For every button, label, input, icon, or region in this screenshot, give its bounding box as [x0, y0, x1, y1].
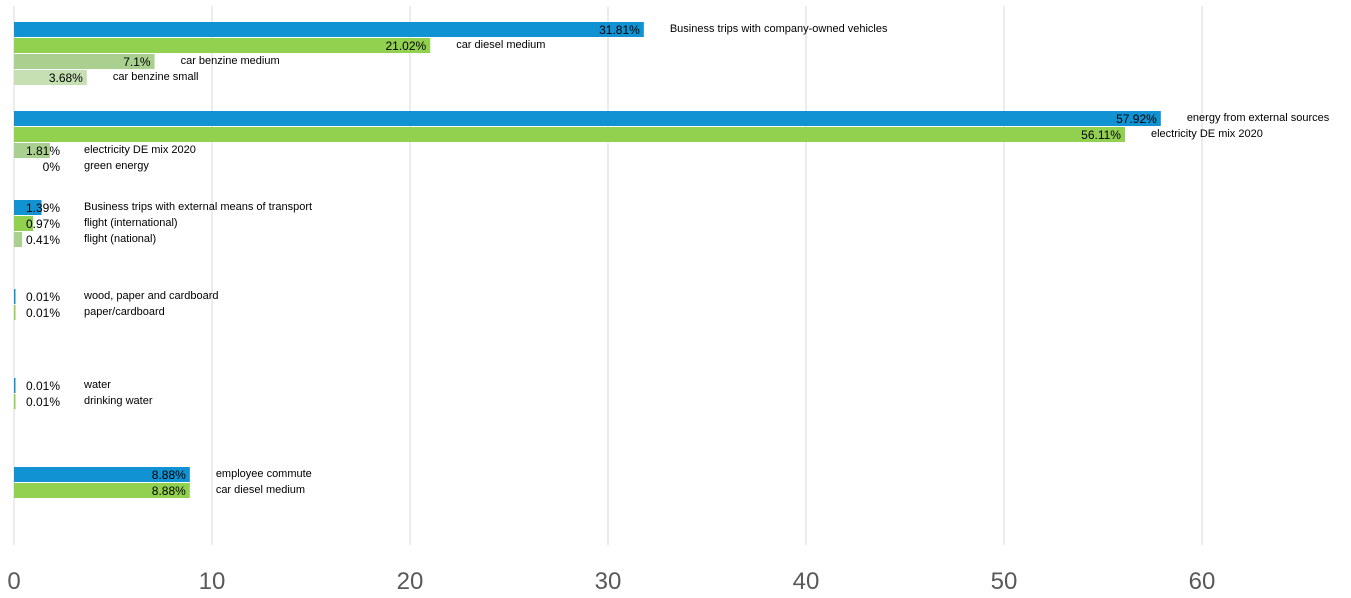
- bar-category-label: car benzine medium: [181, 55, 280, 67]
- bar-category-label: wood, paper and cardboard: [83, 290, 219, 302]
- bar-value-label: 31.81%: [599, 23, 640, 37]
- bar: [14, 289, 16, 304]
- bar-category-label: paper/cardboard: [84, 306, 165, 318]
- x-tick-label: 50: [991, 568, 1018, 595]
- bar-value-label: 0.01%: [26, 395, 60, 409]
- bar-category-label: electricity DE mix 2020: [1151, 128, 1263, 140]
- bar: [14, 200, 42, 215]
- bar-category-label: energy from external sources: [1187, 112, 1330, 124]
- bar-value-label: 0%: [43, 160, 61, 174]
- bars: 31.81% Business trips with company-owned …: [14, 22, 1330, 498]
- bar-category-label: car diesel medium: [216, 484, 305, 496]
- bar: [14, 22, 644, 37]
- bar-category-label: car diesel medium: [456, 39, 545, 51]
- bar: [14, 143, 50, 158]
- bar: [14, 467, 190, 482]
- bar: [14, 70, 87, 85]
- bar: [14, 111, 1161, 126]
- bar-value-label: 1.81%: [26, 144, 60, 158]
- gridlines: [13, 6, 1203, 545]
- bar-category-label: Business trips with external means of tr…: [84, 201, 312, 213]
- bar: [14, 378, 16, 393]
- bar-value-label: 0.97%: [26, 217, 60, 231]
- bar-value-label: 21.02%: [385, 39, 426, 53]
- bar-category-label: drinking water: [84, 395, 153, 407]
- bar-value-label: 8.88%: [152, 468, 186, 482]
- bar-category-label: electricity DE mix 2020: [84, 144, 196, 156]
- x-tick-label: 0: [7, 568, 20, 595]
- x-tick-label: 10: [199, 568, 226, 595]
- x-tick-label: 60: [1189, 568, 1216, 595]
- bar: [14, 127, 1125, 142]
- bar: [14, 216, 34, 231]
- x-tick-label: 30: [595, 568, 622, 595]
- x-tick-label: 40: [793, 568, 820, 595]
- bar-value-label: 0.01%: [26, 306, 60, 320]
- bar-category-label: flight (national): [84, 233, 156, 245]
- bar-value-label: 7.1%: [123, 55, 151, 69]
- bar-value-label: 57.92%: [1116, 112, 1157, 126]
- x-tick-label: 20: [397, 568, 424, 595]
- bar-value-label: 8.88%: [152, 484, 186, 498]
- bar-value-label: 0.01%: [26, 379, 60, 393]
- bar: [14, 394, 16, 409]
- bar: [14, 232, 23, 247]
- x-axis-ticks: 0 10 20 30 40 50 60: [7, 568, 1215, 595]
- bar-category-label: flight (international): [84, 217, 178, 229]
- bar-category-label: employee commute: [216, 468, 312, 480]
- bar-value-label: 0.01%: [26, 290, 60, 304]
- bar-value-label: 56.11%: [1081, 128, 1121, 142]
- bar-category-label: green energy: [84, 160, 149, 172]
- bar: [14, 38, 431, 53]
- bar-category-label: car benzine small: [113, 71, 199, 83]
- bar: [14, 483, 190, 498]
- bar-value-label: 3.68%: [49, 71, 83, 85]
- bar-category-label: water: [83, 379, 111, 391]
- bar: [14, 305, 16, 320]
- bar: [14, 54, 155, 69]
- bar-value-label: 1.39%: [26, 201, 60, 215]
- bar-value-label: 0.41%: [26, 233, 60, 247]
- bar-category-label: Business trips with company-owned vehicl…: [670, 23, 888, 35]
